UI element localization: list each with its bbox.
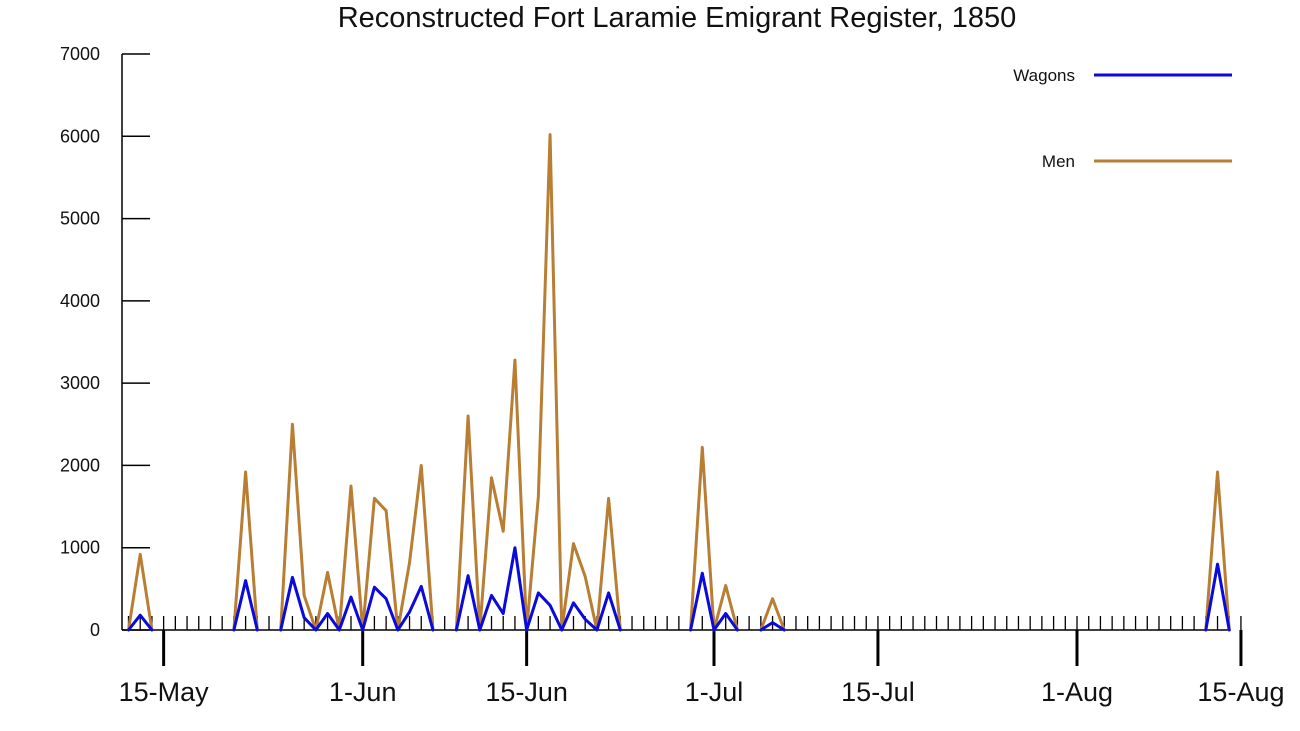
y-tick-label: 1000 [60, 538, 100, 558]
series-line-wagons [279, 575, 435, 632]
chart-title: Reconstructed Fort Laramie Emigrant Regi… [337, 2, 1017, 34]
x-tick-label: 15-May [119, 677, 210, 707]
legend: Wagons Men [1013, 66, 1232, 171]
x-tick-label: 1-Jul [685, 677, 744, 707]
x-tick-label: 1-Jun [329, 677, 397, 707]
series-line-wagons [232, 579, 259, 632]
y-tick-label: 7000 [60, 44, 100, 64]
legend-label-wagons: Wagons [1013, 66, 1075, 85]
series-line-wagons [1204, 562, 1231, 632]
series-line-men [232, 470, 259, 632]
series-layer [127, 133, 1231, 632]
series-line-wagons [689, 571, 739, 632]
series-line-men [1204, 470, 1231, 632]
x-tick-label: 15-Jun [485, 677, 568, 707]
series-line-men [279, 422, 435, 632]
y-tick-label: 2000 [60, 455, 100, 475]
x-tick-label: 15-Jul [841, 677, 915, 707]
series-line-wagons [454, 546, 622, 632]
y-tick-label: 6000 [60, 126, 100, 146]
series-wagons [127, 546, 1231, 632]
series-line-men [759, 597, 786, 632]
x-tick-label: 1-Aug [1041, 677, 1113, 707]
y-tick-label: 3000 [60, 373, 100, 393]
axes: 0 1000 2000 3000 4000 5000 6000 7000 15-May 1-Jun… [60, 44, 1285, 707]
series-line-wagons [127, 613, 154, 632]
x-tick-label: 15-Aug [1197, 677, 1284, 707]
y-tick-label: 4000 [60, 291, 100, 311]
y-tick-label: 0 [90, 620, 100, 640]
y-tick-label: 5000 [60, 209, 100, 229]
legend-label-men: Men [1042, 152, 1075, 171]
series-line-men [127, 552, 154, 632]
series-line-men [454, 133, 622, 632]
series-men [127, 133, 1231, 632]
series-line-wagons [759, 621, 786, 632]
